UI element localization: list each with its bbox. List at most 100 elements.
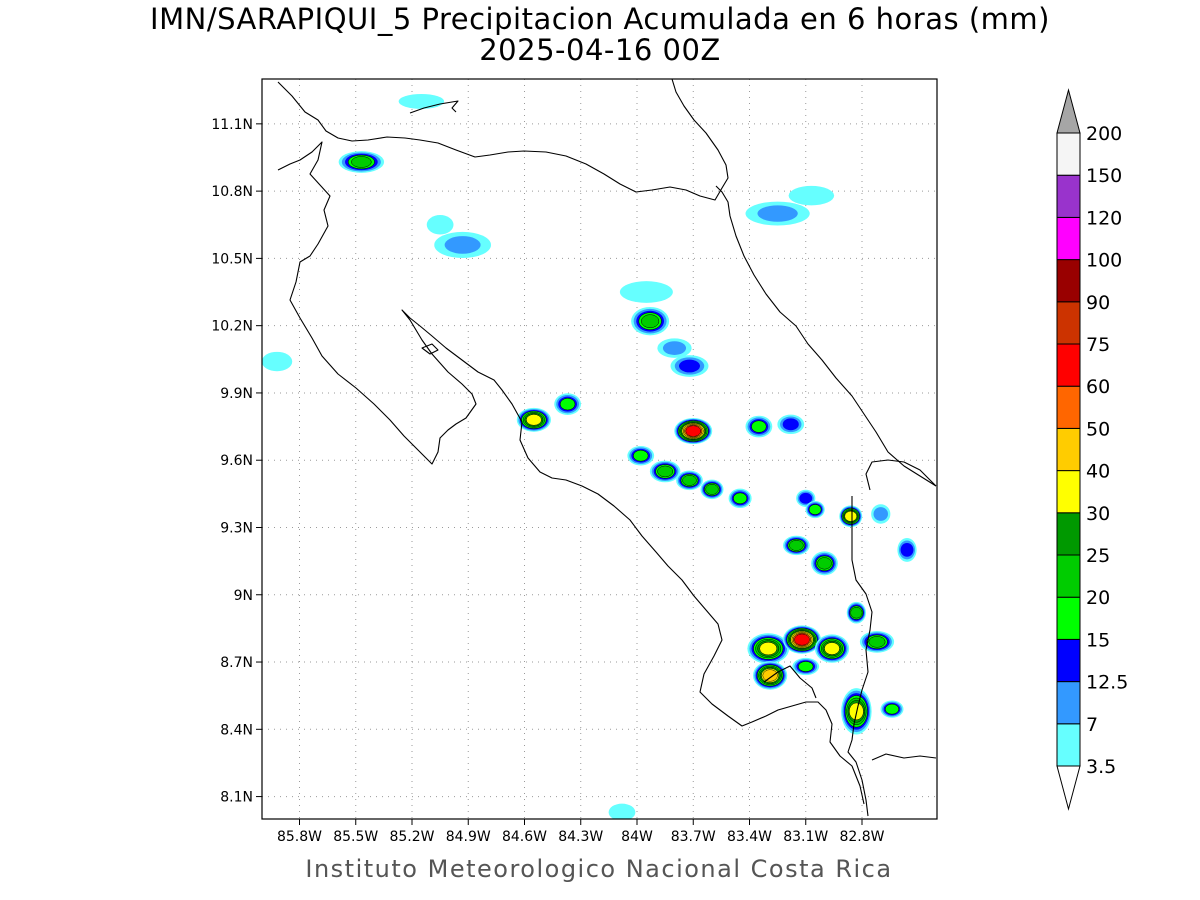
legend-color-box	[1056, 301, 1081, 345]
precip-cell	[657, 338, 692, 358]
precip-contour	[850, 606, 863, 619]
legend-level-label: 3.5	[1086, 756, 1116, 778]
precip-contour	[679, 359, 700, 373]
nicoya-bay-island	[421, 343, 439, 355]
legend-color-box	[1056, 512, 1081, 556]
precip-contour	[782, 418, 799, 431]
precip-contour	[641, 314, 660, 329]
precip-cell	[783, 535, 810, 556]
precip-cell	[846, 601, 866, 624]
lon-tick-label: 85.8W	[277, 829, 322, 845]
precip-contour	[662, 341, 687, 355]
lon-tick-label: 83.7W	[671, 829, 716, 845]
precip-cell	[745, 415, 773, 438]
precip-cell	[783, 625, 821, 654]
legend-color-box	[1056, 385, 1081, 429]
lat-tick-label: 8.4N	[220, 722, 253, 738]
precip-contour	[824, 642, 840, 655]
lat-tick-label: 10.5N	[211, 251, 253, 267]
precip-contour	[762, 669, 778, 682]
latitude-axis: 8.1N 8.4N 8.7N 9N 9.3N 9.6N 9.9N 10.2N 10.5N 10.8…	[211, 117, 262, 806]
lon-tick-label: 84.9W	[446, 829, 491, 845]
precip-cell	[747, 633, 790, 664]
precip-contour	[262, 351, 293, 372]
precip-cell	[728, 488, 752, 509]
legend-color-box	[1056, 723, 1081, 767]
precip-cell	[649, 460, 681, 483]
legend-color-box	[1056, 681, 1081, 725]
lat-tick-label: 9.9N	[220, 386, 253, 402]
precip-cell	[631, 306, 670, 336]
legend-color-box	[1056, 132, 1081, 176]
precip-cell	[554, 393, 581, 415]
precip-contour	[798, 661, 814, 672]
legend-color-box	[1056, 216, 1081, 261]
lon-tick-label: 85.5W	[333, 829, 378, 845]
precip-contour	[705, 483, 719, 495]
precip-contour	[733, 492, 748, 505]
precip-contour	[789, 540, 804, 551]
precip-cell	[745, 201, 810, 226]
precip-cell	[897, 537, 917, 562]
precip-cell	[434, 231, 491, 259]
precip-contour	[794, 633, 810, 646]
legend-level-label: 20	[1086, 587, 1110, 609]
precip-cell	[700, 479, 724, 500]
legend-level-label: 75	[1086, 334, 1110, 356]
precip-contour	[351, 156, 372, 168]
precip-cell	[788, 185, 835, 206]
precip-cell	[839, 505, 863, 528]
legend-level-label: 60	[1086, 376, 1110, 398]
lat-tick-label: 10.8N	[211, 184, 253, 200]
precip-cell	[871, 504, 891, 524]
lon-tick-label: 84.6W	[502, 829, 547, 845]
legend-level-label: 30	[1086, 503, 1110, 525]
precip-contour	[759, 641, 778, 656]
precip-cell	[811, 551, 838, 576]
map-title: IMN/SARAPIQUI_5 Precipitacion Acumulada …	[150, 2, 1050, 36]
precip-cell	[262, 351, 293, 372]
precip-contour	[685, 425, 702, 437]
precip-contour	[444, 236, 481, 254]
plot-frame	[261, 78, 938, 820]
precip-cell	[676, 470, 703, 491]
legend-level-label: 200	[1086, 123, 1122, 145]
precip-cell	[674, 417, 713, 445]
lat-tick-label: 9N	[234, 588, 253, 604]
osa-peninsula-line	[763, 665, 817, 699]
precipitation-field	[262, 93, 917, 819]
precip-contour	[885, 703, 899, 715]
precip-cell	[753, 661, 788, 690]
precip-cell	[814, 634, 850, 663]
precip-contour	[751, 420, 767, 433]
precip-cell	[777, 414, 805, 435]
legend-color-box	[1056, 343, 1081, 387]
lat-tick-label: 9.6N	[220, 453, 253, 469]
legend-color-box	[1056, 596, 1081, 640]
precip-cell	[426, 215, 454, 235]
legend-level-label: 25	[1086, 545, 1110, 567]
longitude-axis: 85.8W 85.5W 85.2W 84.9W 84.6W 84.3W 84W 83.7W 83…	[277, 819, 885, 845]
precip-cell	[796, 489, 816, 507]
legend-color-box	[1056, 638, 1081, 683]
coastline-and-borders	[277, 79, 937, 817]
precip-cell	[880, 700, 904, 718]
precip-contour	[873, 507, 888, 521]
footer-credit: Instituto Meteorologico Nacional Costa R…	[305, 855, 893, 883]
precip-contour	[608, 803, 636, 819]
precip-cell	[792, 657, 820, 676]
legend-level-label: 15	[1086, 629, 1110, 651]
legend-level-label: 120	[1086, 207, 1122, 229]
pacific-coast-line	[277, 141, 865, 805]
precip-contour	[844, 510, 858, 522]
precip-contour	[799, 492, 813, 504]
precip-contour	[526, 414, 542, 426]
lon-tick-label: 83.4W	[727, 829, 772, 845]
legend-level-label: 7	[1086, 714, 1098, 736]
legend-color-box	[1056, 554, 1081, 598]
panama-coast-east	[865, 459, 937, 491]
legend-color-box	[1056, 259, 1081, 303]
legend-color-box	[1056, 470, 1081, 514]
